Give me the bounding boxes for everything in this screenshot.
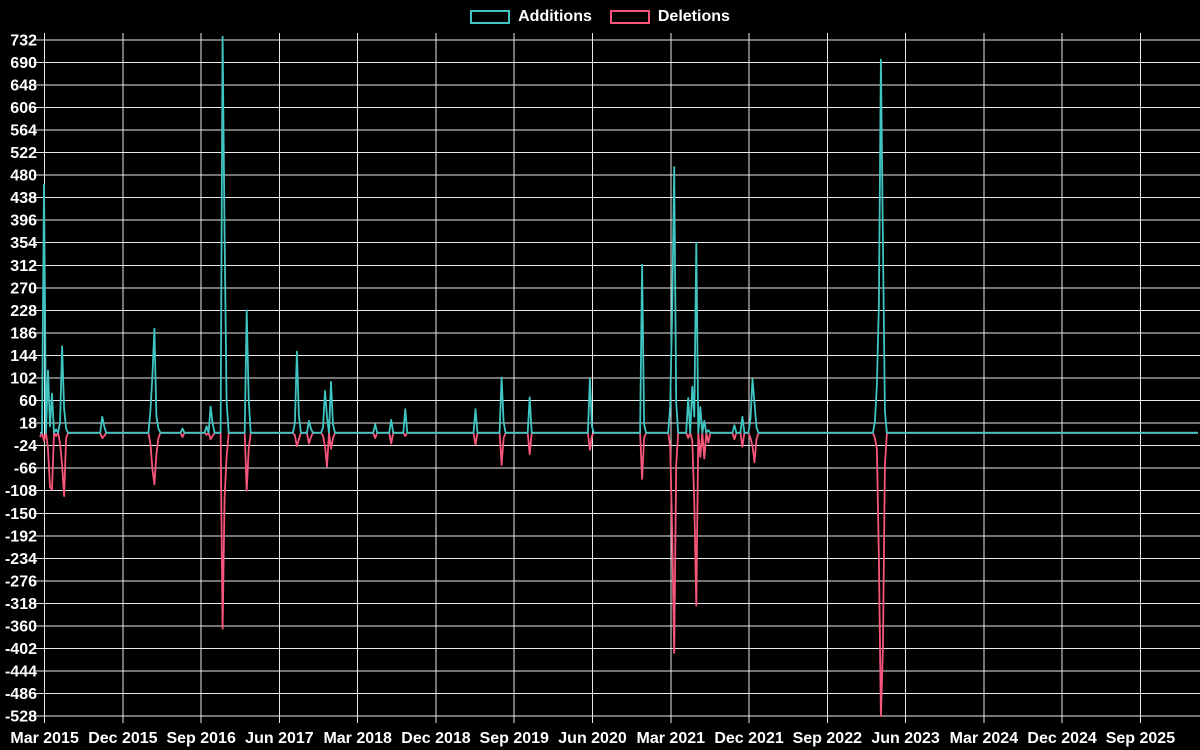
svg-text:564: 564 (10, 122, 37, 139)
svg-text:Jun 2020: Jun 2020 (558, 730, 627, 747)
svg-text:312: 312 (10, 258, 37, 275)
svg-text:144: 144 (10, 348, 37, 365)
legend-item-additions[interactable]: Additions (470, 9, 592, 25)
svg-text:270: 270 (10, 280, 37, 297)
legend-item-deletions[interactable]: Deletions (609, 8, 730, 25)
svg-text:Dec 2024: Dec 2024 (1027, 730, 1096, 747)
svg-text:Mar 2015: Mar 2015 (10, 730, 79, 747)
x-grid (44, 33, 1141, 723)
svg-text:-108: -108 (5, 483, 37, 500)
svg-text:522: 522 (10, 145, 37, 162)
svg-text:648: 648 (10, 77, 37, 94)
y-grid (33, 39, 1200, 717)
svg-text:-528: -528 (5, 709, 37, 726)
svg-text:438: 438 (10, 190, 37, 207)
svg-text:102: 102 (10, 371, 37, 388)
svg-text:-360: -360 (5, 619, 37, 636)
svg-text:354: 354 (10, 235, 37, 252)
svg-text:396: 396 (10, 213, 37, 230)
svg-text:-318: -318 (5, 596, 37, 613)
svg-text:-486: -486 (5, 686, 37, 703)
svg-text:-234: -234 (5, 551, 37, 568)
svg-text:Sep 2025: Sep 2025 (1106, 730, 1175, 747)
chart-legend: Additions Deletions (0, 6, 1200, 28)
svg-text:Jun 2023: Jun 2023 (871, 730, 940, 747)
svg-text:-276: -276 (5, 573, 37, 590)
svg-text:Mar 2018: Mar 2018 (323, 730, 392, 747)
svg-text:-444: -444 (5, 664, 37, 681)
svg-text:Dec 2015: Dec 2015 (88, 730, 157, 747)
svg-text:60: 60 (19, 393, 37, 410)
additions-line (40, 35, 1198, 434)
svg-text:-402: -402 (5, 641, 37, 658)
svg-text:Mar 2021: Mar 2021 (637, 730, 706, 747)
svg-text:18: 18 (19, 416, 37, 433)
svg-text:732: 732 (10, 32, 37, 49)
svg-text:Sep 2019: Sep 2019 (480, 730, 549, 747)
svg-text:690: 690 (10, 55, 37, 72)
svg-text:Dec 2018: Dec 2018 (401, 730, 470, 747)
svg-text:-192: -192 (5, 528, 37, 545)
deletions-swatch-icon (609, 10, 650, 24)
svg-text:-150: -150 (5, 506, 37, 523)
svg-text:Sep 2022: Sep 2022 (793, 730, 862, 747)
svg-text:606: 606 (10, 100, 37, 117)
additions-swatch-icon (470, 10, 511, 24)
deletions-line (39, 431, 1198, 718)
svg-text:480: 480 (10, 168, 37, 185)
svg-text:Sep 2016: Sep 2016 (166, 730, 235, 747)
svg-text:Dec 2021: Dec 2021 (714, 730, 783, 747)
legend-label-additions: Additions (518, 8, 592, 25)
svg-text:-24: -24 (14, 438, 37, 455)
y-tick-labels: 732 690 648 606 564 522 480 438 396 354 312 270 228 1… (5, 32, 37, 725)
svg-text:228: 228 (10, 303, 37, 320)
svg-text:-66: -66 (14, 461, 37, 478)
svg-text:186: 186 (10, 325, 37, 342)
svg-text:Jun 2017: Jun 2017 (245, 730, 314, 747)
x-tick-labels: Mar 2015 Dec 2015 Sep 2016 Jun 2017 Mar 2018… (10, 730, 1175, 747)
legend-label-deletions: Deletions (657, 8, 730, 25)
svg-text:Mar 2024: Mar 2024 (950, 730, 1019, 747)
